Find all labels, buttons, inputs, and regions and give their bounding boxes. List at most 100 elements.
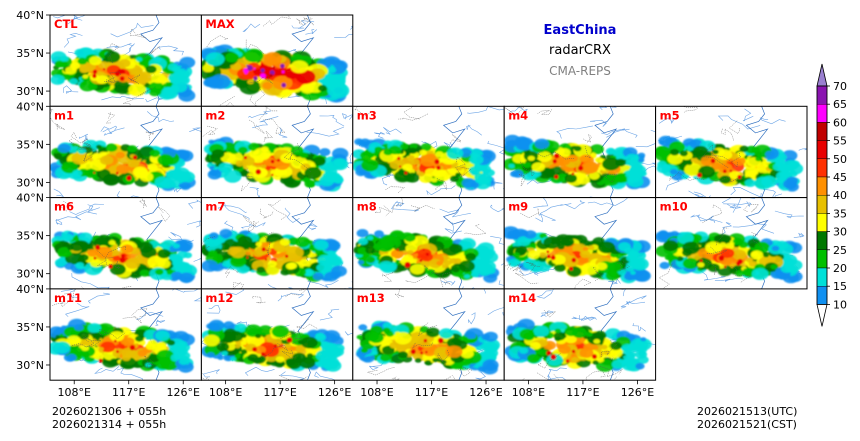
province-borders (202, 106, 311, 192)
x-tick-label: 108°E (209, 386, 242, 399)
panel-label: m1 (54, 108, 74, 122)
reflectivity-field (655, 230, 803, 284)
y-tick-label: 30°N (16, 176, 44, 189)
y-tick-label: 35°N (16, 321, 44, 334)
panel-ctl: CTL (49, 14, 202, 107)
valid-time-utc: 2026021513(UTC) (697, 405, 798, 418)
reflectivity-field (50, 318, 195, 373)
colorbar-bin (816, 213, 828, 232)
y-tick-label: 35°N (16, 47, 44, 60)
province-borders (521, 309, 623, 381)
colorbar-tick-label: 55 (833, 135, 847, 148)
panel-frame (503, 288, 657, 381)
colorbar-bin (816, 286, 828, 305)
province-borders (504, 106, 617, 187)
panel-m12: m12 (200, 288, 354, 381)
source-title: CMA-REPS (549, 64, 611, 78)
y-tick-label: 40°N (16, 192, 44, 205)
province-borders (52, 288, 155, 368)
colorbar-bin (816, 122, 828, 141)
panel-label: m2 (205, 108, 225, 122)
valid-time-cst: 2026021521(CST) (697, 418, 797, 431)
x-tick-label: 117°E (112, 386, 145, 399)
colorbar-tick-label: 60 (833, 116, 847, 129)
x-tick-label: 117°E (263, 386, 296, 399)
reflectivity-field (50, 47, 196, 102)
x-tick-label: 117°E (566, 386, 599, 399)
reflectivity-field (504, 318, 652, 372)
panel-label: MAX (205, 17, 234, 31)
panel-m13: m13 (352, 288, 505, 381)
reflectivity-field (504, 134, 651, 190)
panel-m1: m1 (49, 105, 202, 199)
colorbar-bin (816, 267, 828, 287)
panel-label: m9 (508, 200, 528, 214)
province-borders (366, 288, 473, 381)
x-tick-label: 126°E (469, 386, 502, 399)
init-time-line-1: 2026021306 + 055h (52, 405, 167, 418)
province-borders (206, 15, 315, 107)
colorbar-tick-label: 40 (833, 189, 847, 202)
x-tick-label: 108°E (57, 386, 90, 399)
reflectivity-field (353, 229, 500, 283)
colorbar-bin (816, 249, 828, 269)
colorbar-extend-bottom (816, 303, 828, 327)
reflectivity-field (655, 135, 804, 192)
province-borders (504, 208, 630, 289)
init-time-line-2: 2026021314 + 055h (52, 418, 167, 431)
colorbar-tick-label: 70 (833, 80, 847, 93)
panel-label: m8 (357, 200, 377, 214)
reflectivity-field (203, 136, 349, 192)
province-borders (374, 197, 487, 288)
panel-label: m6 (54, 200, 74, 214)
province-borders (658, 203, 763, 289)
y-tick-label: 35°N (16, 138, 44, 151)
x-tick-label: 126°E (621, 386, 654, 399)
colorbar-tick-label: 20 (833, 262, 847, 275)
panel-label: m13 (357, 291, 385, 305)
panel-m9: m9 (503, 197, 657, 290)
panel-m5: m5 (655, 105, 808, 199)
reflectivity-field (201, 44, 350, 103)
reflectivity-field (356, 320, 501, 375)
province-borders (103, 28, 160, 107)
reflectivity-field (352, 138, 496, 191)
colorbar: 70 65 60 55 50 45 40 35 30 25 20 15 10 (816, 63, 847, 327)
x-tick-label: 108°E (512, 386, 545, 399)
y-tick-label: 30°N (16, 359, 44, 372)
y-tick-label: 30°N (16, 268, 44, 281)
colorbar-tick-label: 35 (833, 207, 847, 220)
colorbar-bin (816, 194, 828, 214)
panel-m7: m7 (200, 197, 354, 290)
panel-label: m3 (357, 108, 377, 122)
panel-max: MAX (200, 14, 354, 107)
panel-label: m10 (660, 200, 688, 214)
panel-label: m4 (508, 108, 528, 122)
colorbar-bin (816, 231, 828, 251)
colorbar-extend-top (816, 63, 828, 87)
panel-label: m12 (205, 291, 233, 305)
colorbar-bin (816, 140, 828, 160)
colorbar-bin (816, 176, 828, 196)
panel-m3: m3 (352, 105, 505, 199)
region-title: EastChina (543, 23, 617, 38)
colorbar-tick-label: 50 (833, 153, 847, 166)
colorbar-tick-label: 10 (833, 298, 847, 311)
x-axis: 108°E 117°E 126°E 108°E 117°E 126°E 108°E 117°E… (57, 380, 654, 399)
variable-title: radarCRX (549, 43, 611, 58)
panel-m14: m14 (503, 288, 657, 381)
reflectivity-field (50, 139, 196, 191)
panel-m10: m10 (655, 197, 808, 290)
province-borders (50, 108, 154, 162)
y-tick-label: 40°N (16, 283, 44, 296)
y-axis: 40°N 35°N 30°N 40°N 35°N 30°N 40°N 35°N 30°N 40°N… (16, 9, 50, 372)
x-tick-label: 117°E (415, 386, 448, 399)
x-tick-label: 126°E (318, 386, 351, 399)
panel-label: CTL (54, 17, 78, 31)
y-tick-label: 35°N (16, 230, 44, 243)
panel-m2: m2 (200, 105, 354, 199)
colorbar-tick-label: 25 (833, 244, 847, 257)
reflectivity-field (504, 226, 651, 284)
x-tick-label: 108°E (360, 386, 393, 399)
